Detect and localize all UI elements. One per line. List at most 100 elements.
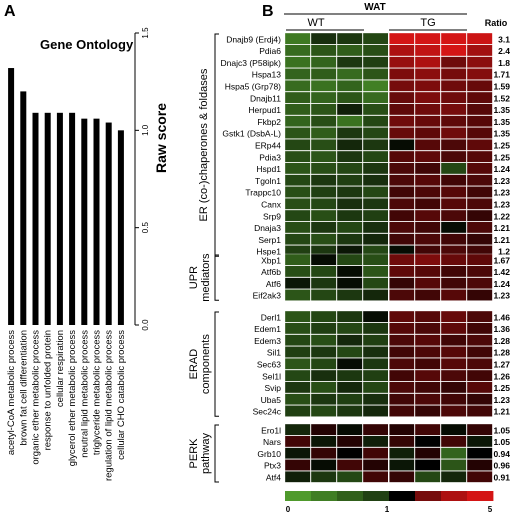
gene-label: Herpud1 bbox=[248, 105, 281, 115]
heatmap-cell-tg bbox=[414, 174, 441, 186]
heatmap-cell-tg bbox=[414, 322, 441, 335]
heatmap-cell-wt bbox=[284, 322, 311, 335]
heatmap-cell-wt bbox=[362, 174, 389, 186]
heatmap-cell-wt bbox=[362, 265, 389, 278]
heatmap-cell-wt bbox=[284, 44, 311, 57]
heatmap-cell-wt bbox=[336, 115, 363, 127]
heatmap-cell-wt bbox=[310, 68, 337, 80]
heatmap-cell-tg bbox=[440, 277, 467, 289]
scale-swatch bbox=[467, 491, 494, 501]
gene-label: Hspd1 bbox=[256, 164, 281, 174]
gene-label: Hspa13 bbox=[252, 70, 282, 80]
ratio-value: 1.2 bbox=[498, 247, 510, 257]
heatmap-cell-tg bbox=[466, 435, 493, 448]
gene-label: Pdia6 bbox=[259, 46, 281, 56]
ratio-value: 1.23 bbox=[493, 395, 510, 405]
heatmap-cell-wt bbox=[310, 139, 337, 151]
panel-b-title: WAT bbox=[364, 2, 385, 13]
heatmap-cell-tg bbox=[466, 139, 493, 151]
y-tick-label: 1.5 bbox=[141, 27, 150, 39]
ratio-value: 1.35 bbox=[493, 117, 510, 127]
heatmap-section: UPRmediators Xbp1 1.67 Atf6b 1.42 Atf6 1.24 Eif… bbox=[188, 253, 510, 302]
ratio-value: 1.52 bbox=[493, 93, 510, 103]
heatmap-cell-wt bbox=[284, 198, 311, 210]
heatmap-cell-wt bbox=[362, 44, 389, 57]
heatmap-cell-wt bbox=[284, 265, 311, 278]
heatmap-cell-wt bbox=[310, 322, 337, 335]
heatmap-cell-wt bbox=[310, 265, 337, 278]
heatmap-cell-wt bbox=[310, 103, 337, 116]
gene-label: Sel1l bbox=[262, 371, 281, 381]
heatmap-cell-tg bbox=[388, 91, 415, 104]
gene-label: Dnaja3 bbox=[254, 223, 281, 233]
heatmap-cell-tg bbox=[414, 381, 441, 394]
section-label: ERADcomponents bbox=[188, 334, 212, 394]
gene-label: Atf6 bbox=[266, 279, 281, 289]
heatmap-cell-tg bbox=[440, 198, 467, 210]
bar bbox=[105, 122, 112, 326]
heatmap-cell-tg bbox=[440, 459, 467, 471]
ratio-value: 1.25 bbox=[493, 383, 510, 393]
heatmap-cell-wt bbox=[284, 56, 311, 68]
heatmap-cell-tg bbox=[466, 209, 493, 222]
heatmap-cell-tg bbox=[414, 139, 441, 151]
ratio-value: 1.24 bbox=[493, 164, 510, 174]
heatmap-cell-wt bbox=[310, 447, 337, 459]
ratio-value: 2.4 bbox=[498, 46, 510, 56]
heatmap-cell-wt bbox=[310, 233, 337, 245]
gene-label: Tgoln1 bbox=[255, 176, 281, 186]
heatmap-cell-wt bbox=[284, 150, 311, 163]
ratio-header: Ratio bbox=[485, 18, 508, 28]
heatmap-cell-wt bbox=[336, 334, 363, 346]
heatmap-cell-tg bbox=[440, 115, 467, 127]
y-tick-label: 0.5 bbox=[141, 222, 150, 234]
heatmap-cell-tg bbox=[466, 233, 493, 245]
heatmap-cell-tg bbox=[440, 80, 467, 92]
heatmap-cell-wt bbox=[310, 381, 337, 394]
heatmap-cell-wt bbox=[336, 174, 363, 186]
gene-label: Uba5 bbox=[261, 395, 282, 405]
ratio-value: 1.21 bbox=[493, 223, 510, 233]
heatmap-cell-tg bbox=[388, 115, 415, 127]
category-label: organic ether metabolic process bbox=[31, 330, 42, 465]
ratio-value: 1.67 bbox=[493, 255, 510, 265]
heatmap-cell-tg bbox=[388, 174, 415, 186]
heatmap-cell-wt bbox=[310, 127, 337, 139]
gene-label: Atf4 bbox=[266, 473, 281, 483]
heatmap-cell-tg bbox=[440, 471, 467, 483]
y-tick-label: 1.0 bbox=[141, 124, 150, 136]
category-label: cellular respiration bbox=[55, 330, 66, 407]
heatmap-cell-wt bbox=[284, 310, 311, 323]
heatmap-cell-tg bbox=[466, 423, 493, 436]
heatmap-cell-tg bbox=[388, 346, 415, 358]
heatmap-cell-tg bbox=[388, 358, 415, 370]
heatmap-cell-wt bbox=[336, 139, 363, 151]
color-scale: 0 1 5 bbox=[285, 491, 494, 514]
ratio-value: 1.23 bbox=[493, 200, 510, 210]
section-bracket bbox=[214, 424, 219, 483]
ratio-value: 1.05 bbox=[493, 425, 510, 435]
heatmap-cell-tg bbox=[388, 68, 415, 80]
heatmap-cell-wt bbox=[284, 80, 311, 92]
heatmap-cell-tg bbox=[466, 150, 493, 163]
heatmap-cell-wt bbox=[362, 56, 389, 68]
category-label: cellular CHO catabolic process bbox=[116, 330, 127, 460]
heatmap-cell-wt bbox=[284, 471, 311, 483]
heatmap-cell-tg bbox=[388, 221, 415, 234]
heatmap-cell-tg bbox=[440, 358, 467, 370]
bar bbox=[69, 112, 76, 326]
panel-a-ylabel: Raw score bbox=[153, 103, 169, 173]
section-bracket bbox=[214, 311, 219, 417]
heatmap-cell-tg bbox=[440, 139, 467, 151]
heatmap-cell-wt bbox=[336, 358, 363, 370]
heatmap-cell-wt bbox=[362, 162, 389, 175]
heatmap-cell-tg bbox=[414, 80, 441, 92]
heatmap-cell-tg bbox=[388, 447, 415, 459]
heatmap-cell-wt bbox=[310, 115, 337, 127]
heatmap-cell-tg bbox=[414, 369, 441, 382]
ratio-value: 1.8 bbox=[498, 58, 510, 68]
heatmap-cell-tg bbox=[388, 369, 415, 382]
heatmap-cell-tg bbox=[414, 277, 441, 289]
ratio-value: 0.94 bbox=[493, 449, 510, 459]
heatmap-cell-tg bbox=[466, 405, 493, 417]
